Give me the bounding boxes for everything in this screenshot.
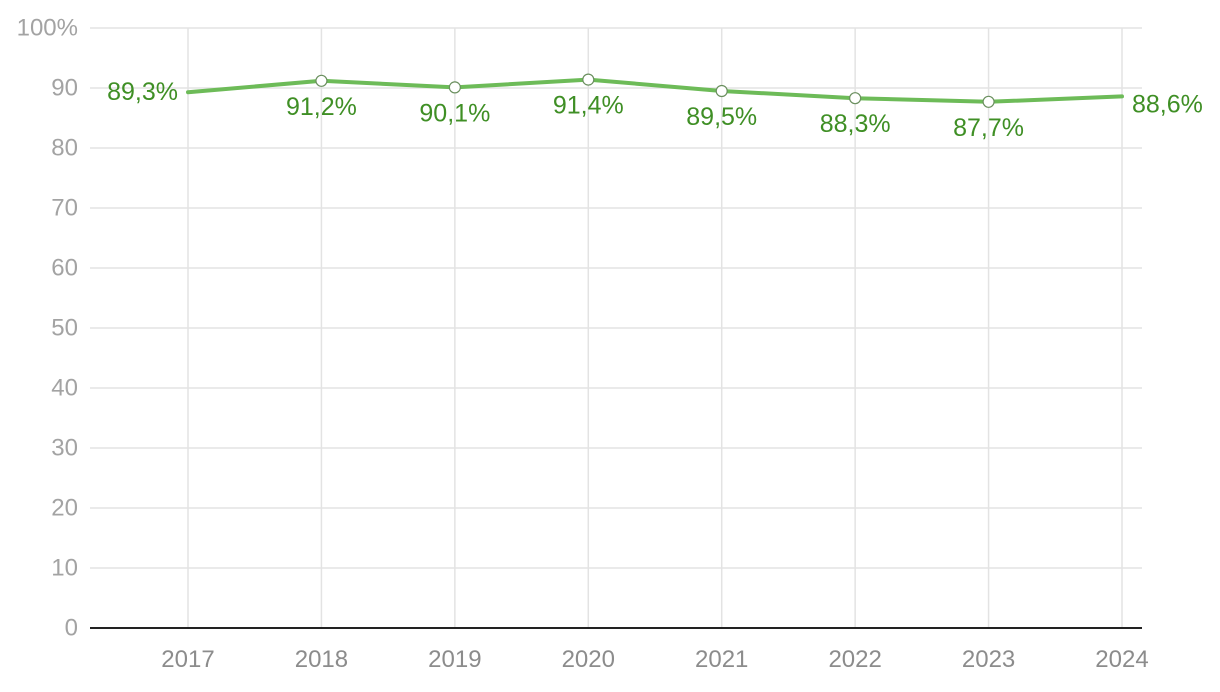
y-tick-label: 80	[51, 135, 78, 162]
data-point	[715, 84, 728, 98]
data-label: 91,2%	[286, 93, 357, 121]
x-tick-label: 2024	[1095, 646, 1148, 673]
data-point	[448, 81, 461, 94]
data-label: 87,7%	[953, 114, 1024, 142]
data-point	[849, 92, 862, 105]
x-tick-label: 2023	[962, 646, 1015, 673]
data-point	[582, 73, 595, 86]
data-label: 88,3%	[820, 110, 891, 138]
data-label: 88,6%	[1132, 90, 1203, 118]
data-label: 89,5%	[686, 103, 757, 131]
y-tick-label: 50	[51, 315, 78, 342]
x-tick-label: 2019	[428, 646, 481, 673]
y-tick-label: 10	[51, 555, 78, 582]
x-tick-label: 2018	[295, 646, 348, 673]
x-tick-label: 2022	[828, 646, 881, 673]
y-tick-label: 90	[51, 75, 78, 102]
x-tick-label: 2021	[695, 646, 748, 673]
x-tick-label: 2020	[562, 646, 615, 673]
data-labels: 89,3% 91,2% 90,1% 91,4% 89,5% 88,3% 87,7% 88,6%	[107, 78, 1203, 142]
series-line	[186, 77, 1124, 104]
y-tick-label: 40	[51, 375, 78, 402]
y-tick-label: 100%	[17, 15, 78, 42]
series-area	[186, 73, 1124, 108]
grid	[90, 27, 1142, 628]
x-tick-label: 2017	[161, 646, 214, 673]
data-point	[982, 95, 995, 108]
y-tick-label: 70	[51, 195, 78, 222]
data-label: 90,1%	[419, 99, 490, 127]
y-tick-label: 30	[51, 435, 78, 462]
axes: 0 10 20 30 40 50 60 70 80 90 100% 2017 2018 2019 2020 2…	[17, 15, 1149, 674]
data-label: 89,3%	[107, 78, 178, 106]
data-label: 91,4%	[553, 92, 624, 120]
y-tick-label: 60	[51, 255, 78, 282]
y-tick-label: 0	[65, 615, 78, 642]
data-point	[315, 74, 328, 87]
y-tick-label: 20	[51, 495, 78, 522]
